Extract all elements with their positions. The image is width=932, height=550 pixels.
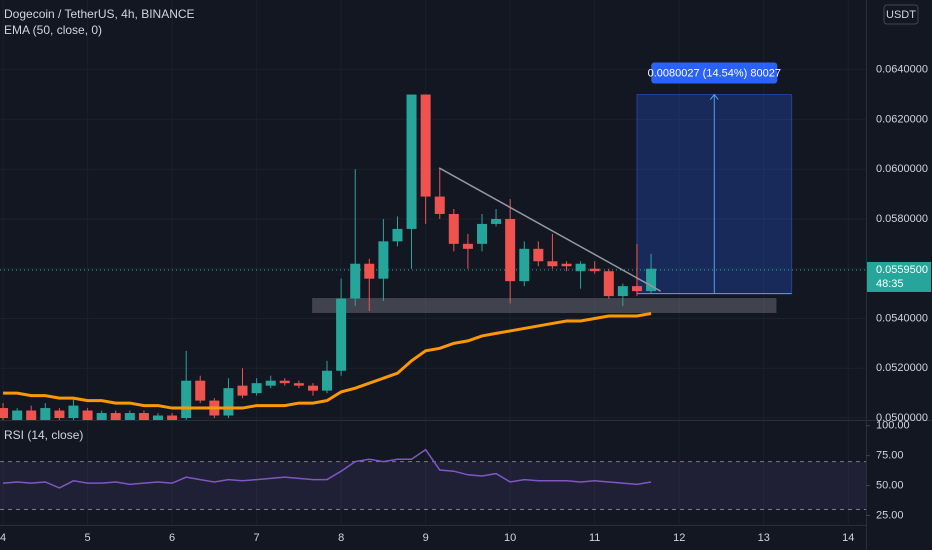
- x-tick-label: 10: [504, 532, 516, 544]
- trendline: [438, 167, 661, 292]
- candle-body: [603, 271, 614, 297]
- last-price-label: 0.0559500: [876, 264, 928, 276]
- y-tick-label: 0.0500000: [876, 412, 928, 424]
- candle-body: [40, 408, 51, 420]
- candle-body: [406, 94, 417, 229]
- candle-body: [575, 263, 586, 272]
- candle-body: [110, 413, 121, 420]
- x-tick-label: 7: [254, 532, 260, 544]
- arrow-head: [709, 93, 719, 100]
- x-tick-label: 8: [338, 532, 344, 544]
- candle-body: [307, 385, 318, 391]
- candle-body: [68, 405, 79, 419]
- y-tick-label: 0.0600000: [876, 163, 928, 175]
- rsi-line: [2, 448, 652, 489]
- currency[interactable]: USDT: [886, 9, 916, 21]
- candle-body: [138, 413, 149, 420]
- x-tick-label: 11: [589, 532, 600, 544]
- last-price-box: [867, 261, 931, 292]
- ema-line: [3, 312, 652, 410]
- candle-body: [631, 286, 642, 292]
- x-tick-label: 6: [169, 532, 175, 544]
- price-pane: 0.0080027 (14.54%) 80027: [0, 62, 866, 420]
- x-tick-label: 14: [842, 532, 854, 544]
- candle-body: [561, 263, 572, 267]
- currency-box[interactable]: [883, 4, 919, 25]
- candle-body: [322, 370, 333, 391]
- candle-body: [505, 218, 516, 282]
- candle-body: [152, 415, 163, 420]
- y-tick-label: 0.0520000: [876, 362, 928, 374]
- candle-body: [378, 241, 389, 279]
- candle-body: [237, 385, 248, 396]
- rsi-label: RSI (14, close): [4, 428, 83, 442]
- y-tick-label: 0.0620000: [876, 113, 928, 125]
- candle-body: [181, 380, 192, 419]
- candle-body: [491, 218, 502, 224]
- candle-body: [279, 380, 290, 384]
- candle-body: [364, 263, 375, 279]
- support-zone: [312, 298, 777, 314]
- rsi-band: [0, 461, 866, 510]
- candle-body: [589, 268, 600, 272]
- rsi-pane: [0, 448, 866, 510]
- candle-body: [96, 413, 107, 420]
- x-tick-label: 9: [423, 532, 429, 544]
- measure-label-box: [651, 62, 778, 84]
- y-tick-label: 0.0540000: [876, 312, 928, 324]
- y-tick-label: 0.0640000: [876, 64, 928, 76]
- candle-body: [533, 248, 544, 262]
- candle-body: [420, 94, 431, 197]
- candle-body: [12, 410, 23, 420]
- candle-body: [336, 298, 347, 371]
- candle-body: [223, 388, 234, 416]
- candle-body: [82, 410, 93, 420]
- rsi-tick-label: 100.00: [876, 420, 910, 432]
- axes: 4 5 6 7 8 9 10 11 12 13 14 0.0500000 0.0520000 0.0540…: [0, 64, 931, 544]
- candle-body: [265, 380, 276, 386]
- candle-body: [54, 410, 65, 419]
- candle-body: [392, 228, 403, 242]
- measure-label: 0.0080027 (14.54%) 80027: [648, 67, 781, 79]
- candle-body: [293, 383, 304, 386]
- rsi-tick-label: 50.00: [876, 479, 904, 491]
- rsi-tick-label: 25.00: [876, 509, 904, 521]
- candle-body: [547, 261, 558, 267]
- candle-body: [646, 268, 657, 292]
- rsi-tick-label: 75.00: [876, 450, 904, 462]
- candle-body: [124, 413, 135, 420]
- candle-body: [617, 286, 628, 297]
- x-tick-label: 5: [85, 532, 91, 544]
- candle-body: [477, 223, 488, 244]
- candle-body: [462, 243, 473, 249]
- candle-body: [519, 248, 530, 282]
- y-tick-label: 0.0580000: [876, 213, 928, 225]
- candle-body: [26, 410, 37, 420]
- countdown: 48:35: [876, 278, 904, 290]
- symbol-title: Dogecoin / TetherUS, 4h, BINANCE: [4, 7, 195, 21]
- x-tick-label: 13: [758, 532, 770, 544]
- x-tick-label: 4: [0, 532, 6, 544]
- candle-body: [350, 263, 361, 299]
- indicator-label: EMA (50, close, 0): [4, 23, 102, 37]
- candle-body: [195, 380, 206, 401]
- candle-body: [251, 383, 262, 394]
- candle-body: [167, 415, 178, 420]
- x-tick-label: 12: [673, 532, 685, 544]
- candle-body: [448, 213, 459, 244]
- candle-body: [0, 408, 9, 419]
- candle-body: [434, 196, 445, 214]
